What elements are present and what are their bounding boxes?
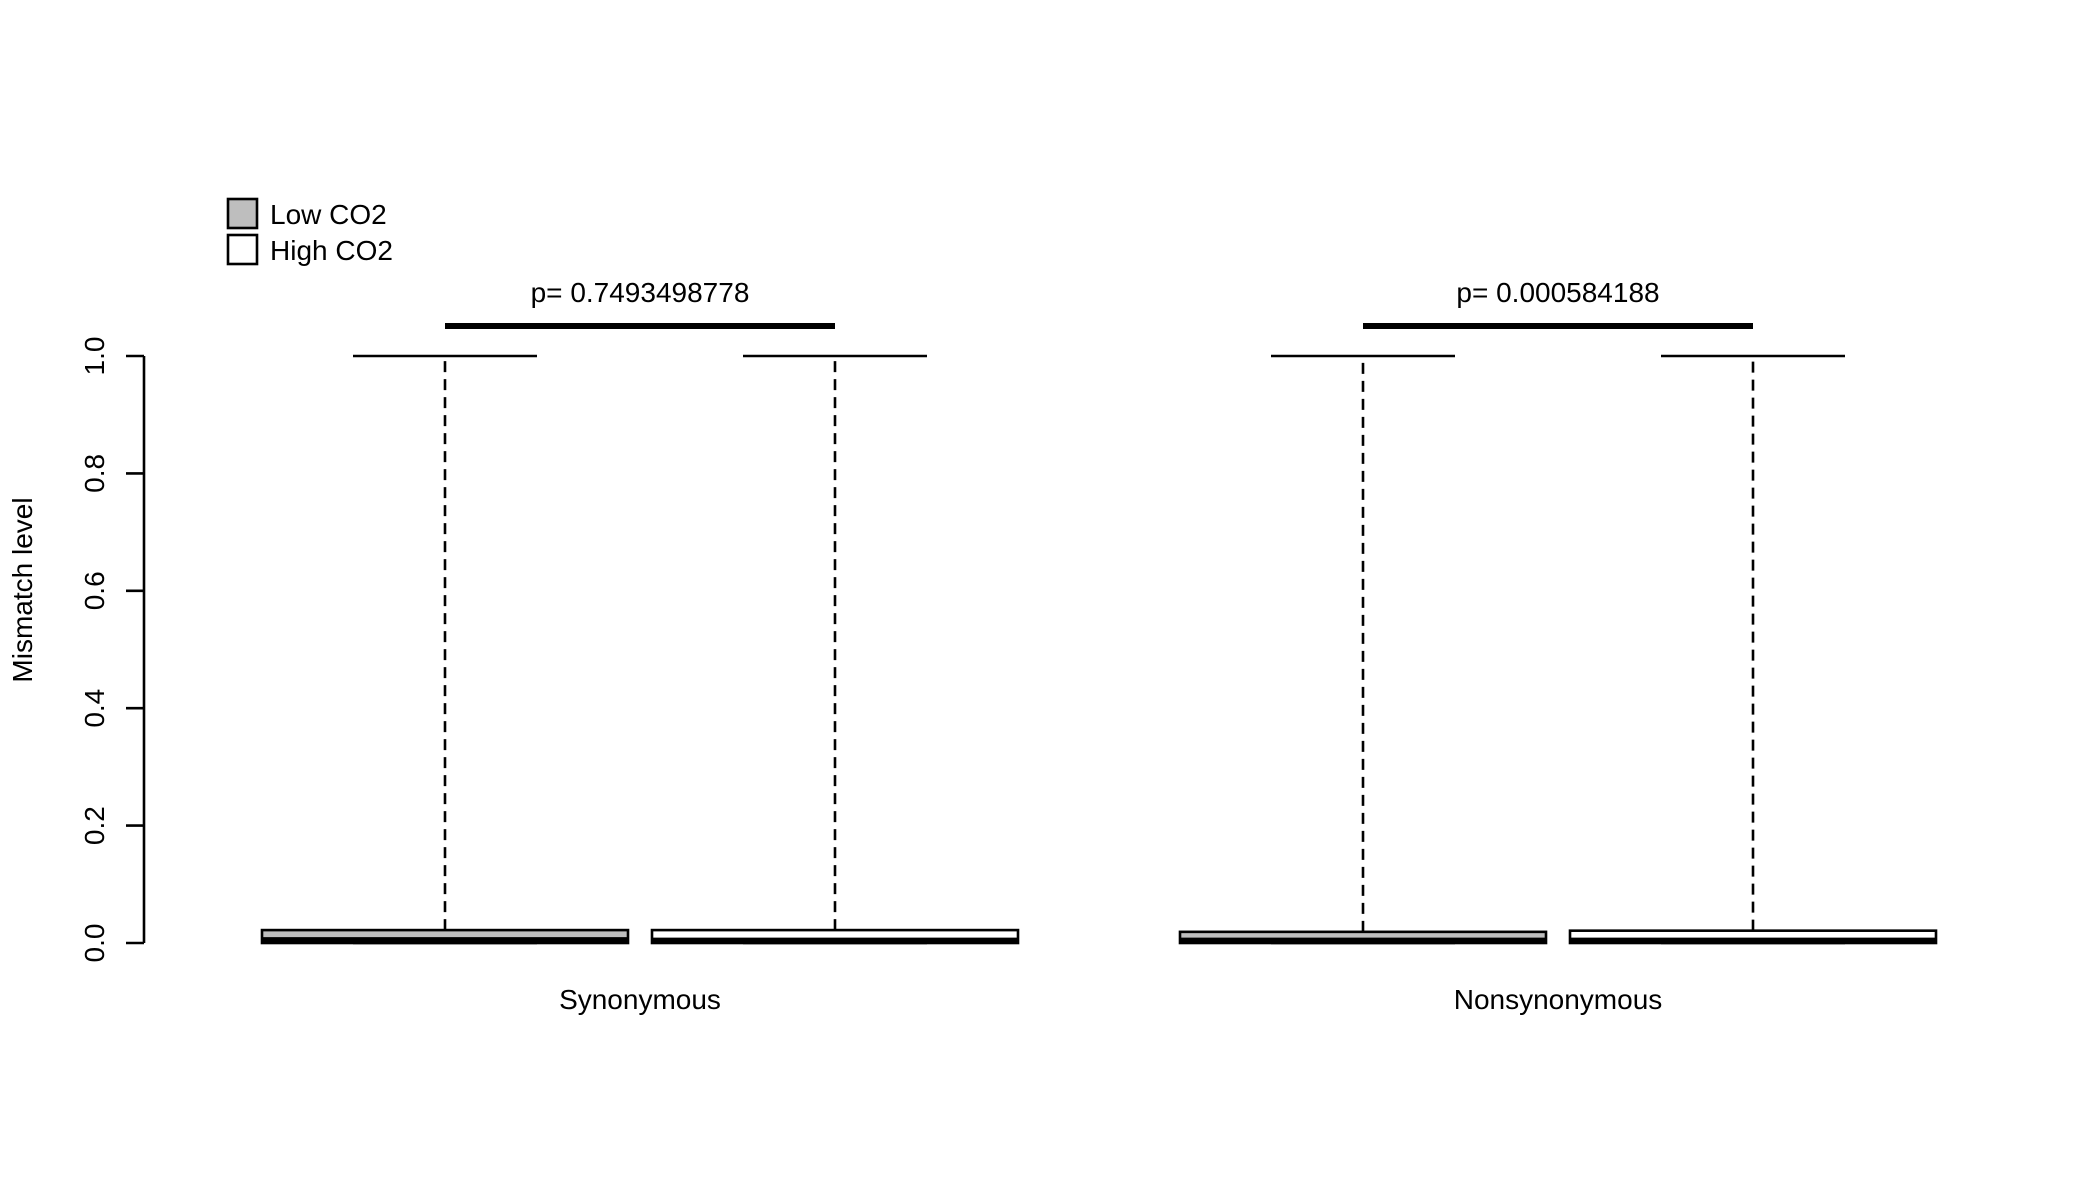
y-tick-label: 0.2: [79, 806, 110, 845]
p-value-annotation: p= 0.7493498778: [531, 277, 750, 308]
y-tick-label: 1.0: [79, 337, 110, 376]
x-category-label: Synonymous: [559, 984, 721, 1015]
plot-area: p= 0.7493498778 p= 0.000584188 Synonymous N…: [260, 277, 1938, 1015]
box-high-co2-synonymous: [650, 354, 1020, 945]
legend-swatch: [226, 197, 259, 230]
y-tick-label: 0.8: [79, 454, 110, 493]
legend: Low CO2 High CO2: [226, 197, 393, 266]
box-low-co2-nonsynonymous: [1178, 354, 1548, 945]
y-axis-label: Mismatch level: [7, 497, 38, 682]
y-tick-label: 0.6: [79, 571, 110, 610]
x-category-label: Nonsynonymous: [1454, 984, 1663, 1015]
box-low-co2-synonymous: [260, 354, 630, 945]
y-tick-label: 0.0: [79, 924, 110, 963]
box-high-co2-nonsynonymous: [1568, 354, 1938, 945]
y-tick-label: 0.4: [79, 689, 110, 728]
legend-label: High CO2: [270, 235, 393, 266]
legend-label: Low CO2: [270, 199, 387, 230]
p-value-annotation: p= 0.000584188: [1456, 277, 1659, 308]
y-axis: 0.0 0.2 0.4 0.6 0.8 1.0: [79, 337, 146, 963]
legend-swatch: [226, 233, 259, 266]
